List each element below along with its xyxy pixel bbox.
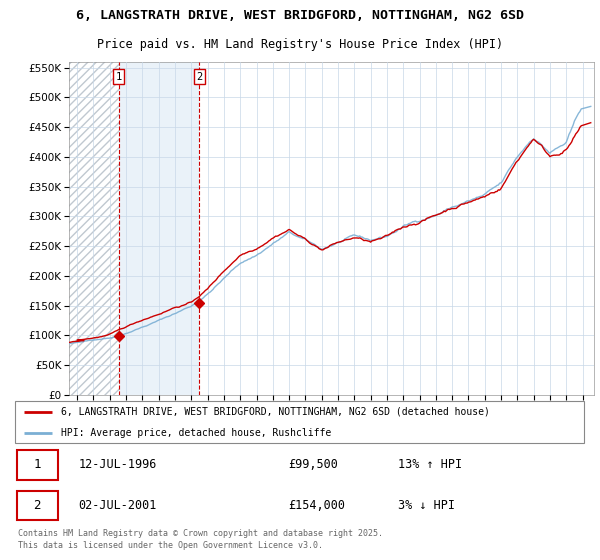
FancyBboxPatch shape — [15, 401, 584, 444]
Text: HPI: Average price, detached house, Rushcliffe: HPI: Average price, detached house, Rush… — [61, 428, 331, 438]
Text: Price paid vs. HM Land Registry's House Price Index (HPI): Price paid vs. HM Land Registry's House … — [97, 38, 503, 51]
Bar — [69, 62, 119, 395]
FancyBboxPatch shape — [17, 491, 58, 520]
Text: £99,500: £99,500 — [289, 459, 338, 472]
Text: 12-JUL-1996: 12-JUL-1996 — [78, 459, 157, 472]
Text: 6, LANGSTRATH DRIVE, WEST BRIDGFORD, NOTTINGHAM, NG2 6SD (detached house): 6, LANGSTRATH DRIVE, WEST BRIDGFORD, NOT… — [61, 407, 490, 417]
Text: 1: 1 — [34, 459, 41, 472]
Text: 02-JUL-2001: 02-JUL-2001 — [78, 499, 157, 512]
Text: 6, LANGSTRATH DRIVE, WEST BRIDGFORD, NOTTINGHAM, NG2 6SD: 6, LANGSTRATH DRIVE, WEST BRIDGFORD, NOT… — [76, 9, 524, 22]
FancyBboxPatch shape — [17, 450, 58, 479]
Text: 1: 1 — [115, 72, 122, 82]
Text: 2: 2 — [196, 72, 203, 82]
Text: Contains HM Land Registry data © Crown copyright and database right 2025.
This d: Contains HM Land Registry data © Crown c… — [18, 529, 383, 550]
Text: 3% ↓ HPI: 3% ↓ HPI — [398, 499, 455, 512]
Text: £154,000: £154,000 — [289, 499, 346, 512]
Text: 13% ↑ HPI: 13% ↑ HPI — [398, 459, 462, 472]
Text: 2: 2 — [34, 499, 41, 512]
Bar — [119, 62, 199, 395]
